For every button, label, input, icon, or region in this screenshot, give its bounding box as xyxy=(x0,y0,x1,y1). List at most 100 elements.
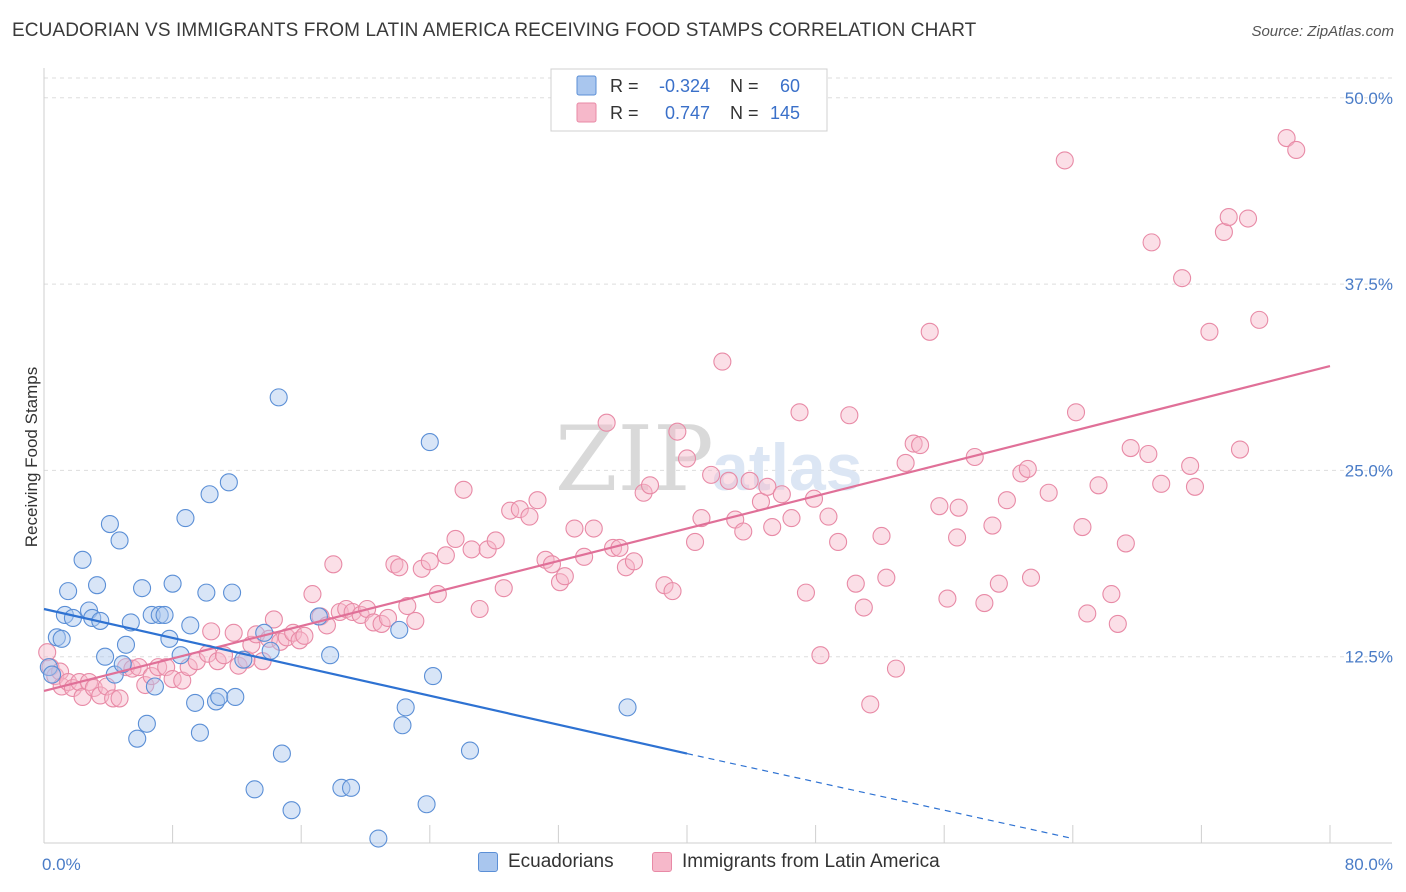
data-point-ecuadorians xyxy=(52,629,71,648)
data-point-immigrants xyxy=(520,507,539,526)
data-point-immigrants xyxy=(763,517,782,537)
data-point-immigrants xyxy=(734,522,753,541)
legend-n-value: 60 xyxy=(780,76,800,96)
data-point-ecuadorians xyxy=(396,698,415,717)
data-point-ecuadorians xyxy=(272,744,291,763)
data-point-immigrants xyxy=(1277,128,1296,148)
data-point-immigrants xyxy=(1185,477,1205,496)
data-point-ecuadorians xyxy=(460,741,480,760)
data-point-immigrants xyxy=(677,449,697,468)
data-point-immigrants xyxy=(1142,233,1161,252)
data-point-immigrants xyxy=(949,498,968,517)
legend-label: Ecuadorians xyxy=(508,851,614,872)
data-point-ecuadorians xyxy=(341,778,361,797)
legend-swatch-pink xyxy=(576,102,597,123)
legend-r-value: 0.747 xyxy=(665,103,710,123)
data-point-immigrants xyxy=(938,589,957,608)
data-point-immigrants xyxy=(663,582,682,601)
data-point-immigrants xyxy=(668,422,687,441)
data-point-immigrants xyxy=(624,552,644,571)
data-point-ecuadorians xyxy=(128,729,147,748)
chart-title: ECUADORIAN VS IMMIGRANTS FROM LATIN AMER… xyxy=(12,20,977,41)
data-point-ecuadorians xyxy=(59,582,78,601)
data-point-ecuadorians xyxy=(245,780,264,799)
data-point-immigrants xyxy=(930,497,949,516)
data-point-immigrants xyxy=(740,471,759,490)
data-point-ecuadorians xyxy=(113,655,132,674)
data-point-immigrants xyxy=(470,599,489,619)
data-point-immigrants xyxy=(861,695,880,714)
data-point-immigrants xyxy=(811,646,830,665)
data-point-immigrants xyxy=(758,477,777,496)
data-point-immigrants xyxy=(303,585,322,604)
data-point-immigrants xyxy=(1089,476,1108,495)
data-point-immigrants xyxy=(1200,322,1219,341)
data-point-immigrants xyxy=(385,555,404,574)
data-point-immigrants xyxy=(1219,207,1238,227)
y-axis-title: Receiving Food Stamps xyxy=(22,367,41,547)
data-point-ecuadorians xyxy=(150,605,169,625)
data-point-immigrants xyxy=(1078,604,1097,623)
data-point-immigrants xyxy=(896,453,915,473)
data-point-immigrants xyxy=(446,529,465,549)
x-tick-label: 80.0% xyxy=(1345,855,1393,874)
data-point-ecuadorians xyxy=(390,620,409,639)
data-point-immigrants xyxy=(378,608,398,628)
data-point-ecuadorians xyxy=(200,485,219,504)
data-point-immigrants xyxy=(819,507,838,526)
data-point-immigrants xyxy=(1121,438,1140,458)
legend-n-value: 145 xyxy=(770,103,800,123)
data-point-ecuadorians xyxy=(261,641,280,660)
data-point-ecuadorians xyxy=(321,646,340,665)
data-point-immigrants xyxy=(224,623,243,642)
data-point-ecuadorians xyxy=(87,576,107,595)
data-point-immigrants xyxy=(948,528,967,547)
data-point-immigrants xyxy=(597,413,616,432)
data-point-immigrants xyxy=(1287,140,1306,160)
data-point-immigrants xyxy=(713,352,732,371)
data-point-immigrants xyxy=(136,675,155,695)
data-point-immigrants xyxy=(1139,444,1158,464)
data-point-immigrants xyxy=(983,516,1002,535)
data-point-immigrants xyxy=(1055,151,1074,170)
legend-item-immigrants[interactable]: Immigrants from Latin America xyxy=(652,851,940,873)
data-point-ecuadorians xyxy=(73,550,92,569)
data-point-ecuadorians xyxy=(282,801,301,820)
data-point-ecuadorians xyxy=(618,698,637,717)
data-point-immigrants xyxy=(692,509,711,528)
data-point-immigrants xyxy=(584,519,603,538)
data-point-immigrants xyxy=(528,491,547,510)
data-point-immigrants xyxy=(886,659,906,678)
data-point-ecuadorians xyxy=(420,433,439,452)
legend-item-ecuadorians[interactable]: Ecuadorians xyxy=(478,851,614,873)
data-point-immigrants xyxy=(1238,209,1258,228)
data-point-immigrants xyxy=(324,555,343,574)
data-point-immigrants xyxy=(634,483,653,502)
legend-swatch-pink xyxy=(652,852,672,872)
data-point-immigrants xyxy=(1039,483,1058,502)
data-point-immigrants xyxy=(846,574,865,593)
data-point-ecuadorians xyxy=(176,509,195,528)
data-point-immigrants xyxy=(989,574,1008,593)
data-point-immigrants xyxy=(565,519,584,538)
data-point-immigrants xyxy=(555,567,574,586)
data-point-immigrants xyxy=(782,509,801,528)
data-point-immigrants xyxy=(406,611,425,630)
data-point-immigrants xyxy=(829,532,848,551)
data-point-immigrants xyxy=(494,579,513,598)
data-point-immigrants xyxy=(1250,310,1269,329)
series-ecuadorians-points xyxy=(39,388,637,848)
data-point-immigrants xyxy=(1018,459,1037,478)
y-tick-label: 12.5% xyxy=(1345,648,1393,667)
watermark: ZIP xyxy=(555,407,714,512)
series-legend: Ecuadorians Immigrants from Latin Americ… xyxy=(0,851,1406,879)
data-point-immigrants xyxy=(796,583,816,602)
data-point-immigrants xyxy=(975,593,994,613)
data-point-immigrants xyxy=(1181,456,1200,475)
legend-n-label: N = xyxy=(730,76,759,96)
data-point-ecuadorians xyxy=(186,693,205,712)
legend-swatch-blue xyxy=(478,852,498,872)
series-immigrants-points xyxy=(38,128,1306,714)
data-point-ecuadorians xyxy=(423,667,443,686)
